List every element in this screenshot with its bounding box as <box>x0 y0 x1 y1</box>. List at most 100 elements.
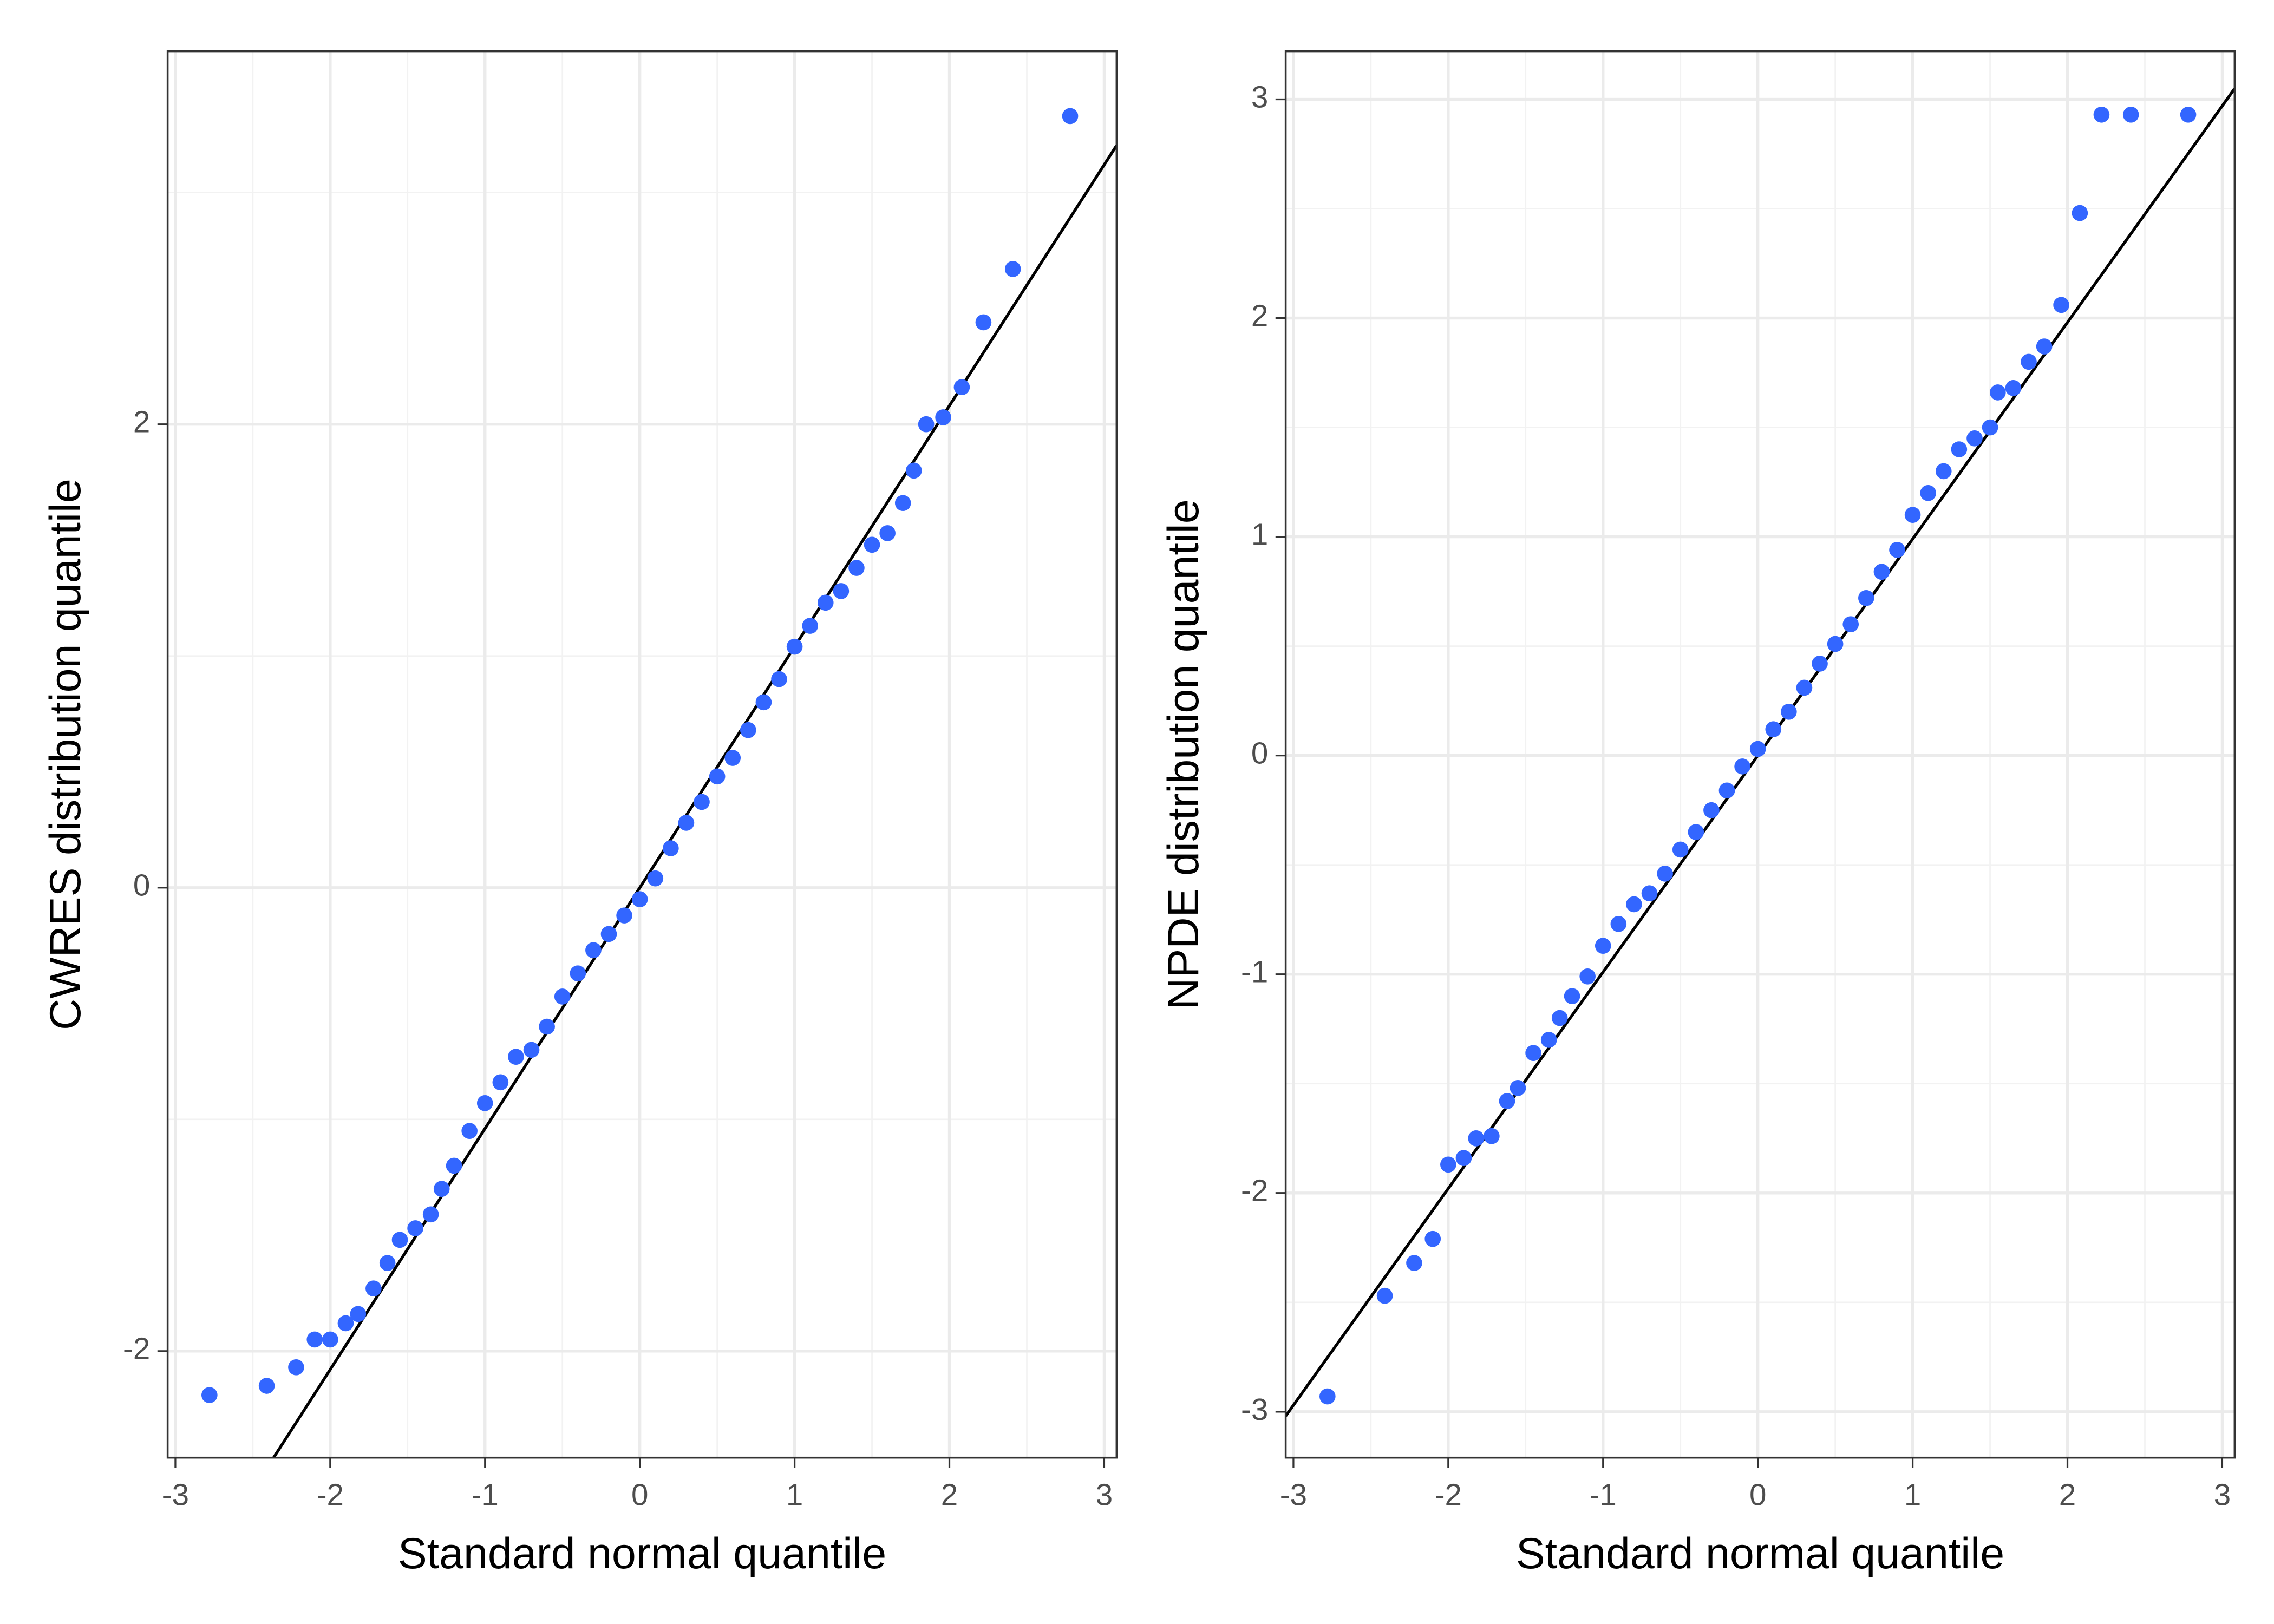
point <box>1966 430 1983 447</box>
point <box>631 891 648 907</box>
point <box>1749 741 1766 757</box>
y-axis-title: NPDE distribution quantile <box>1159 499 1208 1010</box>
point <box>476 1095 493 1111</box>
point <box>1610 915 1627 932</box>
point <box>492 1074 509 1091</box>
point <box>1551 1010 1568 1026</box>
point <box>1440 1156 1456 1173</box>
point <box>1468 1130 1485 1147</box>
point <box>461 1123 478 1139</box>
point <box>1990 384 2006 401</box>
point <box>365 1280 382 1297</box>
panel-border <box>1284 50 2236 1459</box>
point <box>1641 885 1658 902</box>
y-tick-label: 1 <box>1251 518 1268 552</box>
x-axis-title: Standard normal quantile <box>1516 1529 2004 1578</box>
point <box>1672 841 1689 858</box>
point <box>1718 782 1735 799</box>
point <box>1889 542 1905 558</box>
point <box>817 594 834 611</box>
y-axis-title: CWRES distribution quantile <box>41 479 90 1030</box>
reference-line <box>272 145 1117 1458</box>
point <box>1796 679 1813 696</box>
point <box>523 1042 540 1058</box>
point <box>2093 106 2110 123</box>
point <box>1734 758 1750 775</box>
point <box>786 638 803 655</box>
x-tick-label: 1 <box>786 1477 803 1511</box>
y-tick-label: 2 <box>1251 299 1268 333</box>
point <box>306 1331 323 1348</box>
point <box>2122 106 2139 123</box>
point <box>1062 108 1079 125</box>
point <box>391 1232 408 1248</box>
point <box>1455 1150 1472 1166</box>
point <box>755 694 772 711</box>
point <box>616 907 632 924</box>
y-tick-label: 3 <box>1251 80 1268 114</box>
point <box>1540 1032 1557 1048</box>
y-tick-label: -2 <box>123 1332 150 1366</box>
point <box>1626 896 1642 913</box>
point <box>1827 636 1844 652</box>
point <box>663 840 679 856</box>
point <box>570 965 586 981</box>
x-tick-label: 2 <box>941 1477 958 1511</box>
x-tick-label: 3 <box>2214 1477 2231 1511</box>
point <box>848 560 865 576</box>
x-tick-label: -3 <box>1280 1477 1307 1511</box>
point <box>1842 616 1859 633</box>
point <box>1484 1128 1500 1144</box>
point <box>2036 338 2053 355</box>
point <box>433 1181 450 1197</box>
point <box>1406 1255 1422 1271</box>
point <box>1703 802 1720 818</box>
point <box>1004 261 1021 277</box>
point <box>379 1255 396 1271</box>
point <box>678 815 695 831</box>
x-tick-label: -1 <box>1590 1477 1617 1511</box>
x-tick-label: 0 <box>631 1477 648 1511</box>
y-tick-label: -1 <box>1241 955 1268 989</box>
point <box>647 870 664 887</box>
x-tick-label: 3 <box>1096 1477 1113 1511</box>
point <box>1858 590 1874 606</box>
point <box>724 750 741 766</box>
point <box>2005 380 2022 396</box>
x-tick-label: -3 <box>162 1477 189 1511</box>
point <box>1510 1080 1526 1096</box>
point <box>709 768 726 785</box>
point <box>407 1220 423 1236</box>
point <box>2021 353 2037 370</box>
point <box>1319 1388 1336 1405</box>
point <box>446 1157 462 1174</box>
point <box>2180 106 2197 123</box>
point <box>894 495 911 512</box>
panel: -3 -2 -1 0 1 2 3 -3 -2 -1 0 1 2 3 Standard normal quan… <box>1159 50 2236 1578</box>
x-tick-label: 1 <box>1904 1477 1921 1511</box>
x-tick-label: 2 <box>2059 1477 2076 1511</box>
y-tick-label: -3 <box>1241 1392 1268 1426</box>
point <box>740 722 756 738</box>
point <box>1657 866 1673 882</box>
point <box>1781 704 1797 720</box>
point <box>1688 824 1704 840</box>
point <box>905 462 922 479</box>
point <box>288 1359 304 1376</box>
point <box>1424 1230 1441 1247</box>
point <box>1765 721 1782 737</box>
y-tick-label: 0 <box>1251 736 1268 770</box>
panel: -3 -2 -1 0 1 2 3 -2 0 2 Standard normal quantile CW… <box>41 50 1118 1578</box>
point <box>539 1018 555 1035</box>
point <box>422 1206 439 1223</box>
point <box>802 618 818 634</box>
point <box>337 1315 354 1332</box>
point <box>879 525 896 541</box>
x-tick-label: -1 <box>472 1477 499 1511</box>
point <box>953 379 970 396</box>
y-tick-label: -2 <box>1241 1174 1268 1208</box>
point <box>554 988 571 1005</box>
point <box>694 794 710 810</box>
